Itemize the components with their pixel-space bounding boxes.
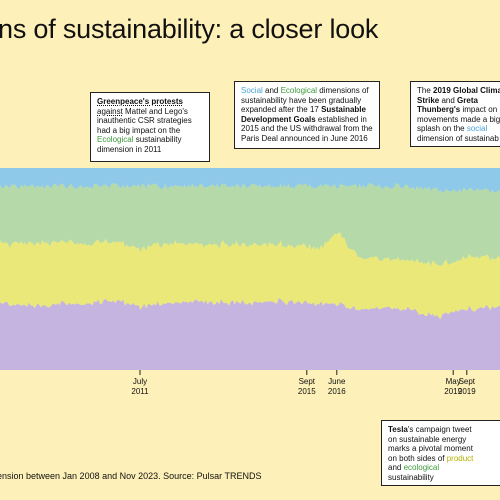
chart-title: ns of sustainability: a closer look xyxy=(0,14,379,44)
x-tick-year: 2019 xyxy=(444,387,463,396)
ann-text: sustainability have been gradually xyxy=(241,95,362,105)
ann-text: and xyxy=(388,463,404,473)
x-tick-label: May 2019 xyxy=(433,377,473,397)
ann-text: ecological xyxy=(403,463,440,473)
ann-text: impact on xyxy=(460,105,498,115)
ann-text: dimension of sustainab xyxy=(417,133,499,143)
x-tick-year: 2011 xyxy=(131,387,149,396)
ann-text: Social xyxy=(241,86,263,95)
x-tick-label: July 2011 xyxy=(120,377,160,397)
x-tick-month: July xyxy=(132,377,148,386)
x-tick-year: 2015 xyxy=(297,387,316,396)
ann-text: expanded after the 17 xyxy=(241,105,322,115)
x-tick-year: 2019 xyxy=(457,387,476,396)
ann-text: social xyxy=(466,124,488,134)
ann-text: Greta xyxy=(457,95,478,105)
ann-text: Strike xyxy=(417,95,440,105)
area-series-1 xyxy=(0,232,500,320)
ann-text: on sustainable energy xyxy=(388,434,467,444)
ann-text: splash on the xyxy=(417,124,467,134)
ann-text: had a big impact on the xyxy=(97,125,181,135)
source-note: ension between Jan 2008 and Nov 2023. So… xyxy=(0,471,262,481)
ann-text: dimension in 2011 xyxy=(97,144,162,154)
area-series-3 xyxy=(0,168,500,193)
ann-text: The xyxy=(417,86,434,95)
ann-text: Paris Deal announced in June 2016 xyxy=(241,133,368,143)
ann-text: 's campaign tweet xyxy=(407,425,472,434)
ann-text: Sustainable xyxy=(321,105,366,115)
ann-text: inauthentic CSR strategies xyxy=(97,116,192,126)
annotation-tesla: Tesla's campaign tweet on sustainable en… xyxy=(381,420,500,486)
x-tick-month: Sept xyxy=(458,377,476,386)
ann-text: and xyxy=(262,86,281,95)
x-tick-month: Sept xyxy=(298,377,316,386)
area-series-0 xyxy=(0,297,500,370)
x-tick-year: 2016 xyxy=(327,387,346,396)
ann-text: Thunberg's xyxy=(417,105,461,115)
x-tick-label: Sept 2015 xyxy=(287,377,327,397)
ann-text: sustainability xyxy=(388,472,434,482)
ann-text: sustainability xyxy=(133,135,182,145)
ann-text: movements made a big xyxy=(417,114,500,124)
x-tick-month: May xyxy=(445,377,461,386)
annotation-greenpeace: Greenpeace's protests against Mattel and… xyxy=(90,92,210,162)
ann-text: Development Goals xyxy=(241,114,316,124)
ann-text: established in xyxy=(315,114,367,124)
x-tick-label: Sept 2019 xyxy=(447,377,487,397)
ann-text: dimensions of xyxy=(317,86,369,95)
x-tick-month: June xyxy=(328,377,346,386)
ann-text: and xyxy=(439,95,458,105)
ann-text: Ecological xyxy=(97,135,134,145)
greenpeace-link[interactable]: Greenpeace's protests xyxy=(97,97,183,106)
ann-text: marks a pivotal moment xyxy=(388,444,473,454)
ann-text: Tesla xyxy=(388,425,408,434)
ann-text: on both sides of xyxy=(388,453,447,463)
annotation-sdg: Social and Ecological dimensions of sust… xyxy=(234,81,380,149)
area-series-2 xyxy=(0,183,500,267)
ann-text: Mattel and Lego's xyxy=(122,106,188,116)
x-tick-label: June 2016 xyxy=(317,377,357,397)
annotation-climate-strike: The 2019 Global Clima Strike and Greta T… xyxy=(410,81,500,147)
against-link[interactable]: against xyxy=(97,106,123,116)
ann-text: 2015 and the US withdrawal from the xyxy=(241,124,373,134)
ann-text: Ecological xyxy=(280,86,318,95)
ann-text: 2019 Global Clima xyxy=(433,86,500,95)
ann-text: product xyxy=(446,453,474,463)
